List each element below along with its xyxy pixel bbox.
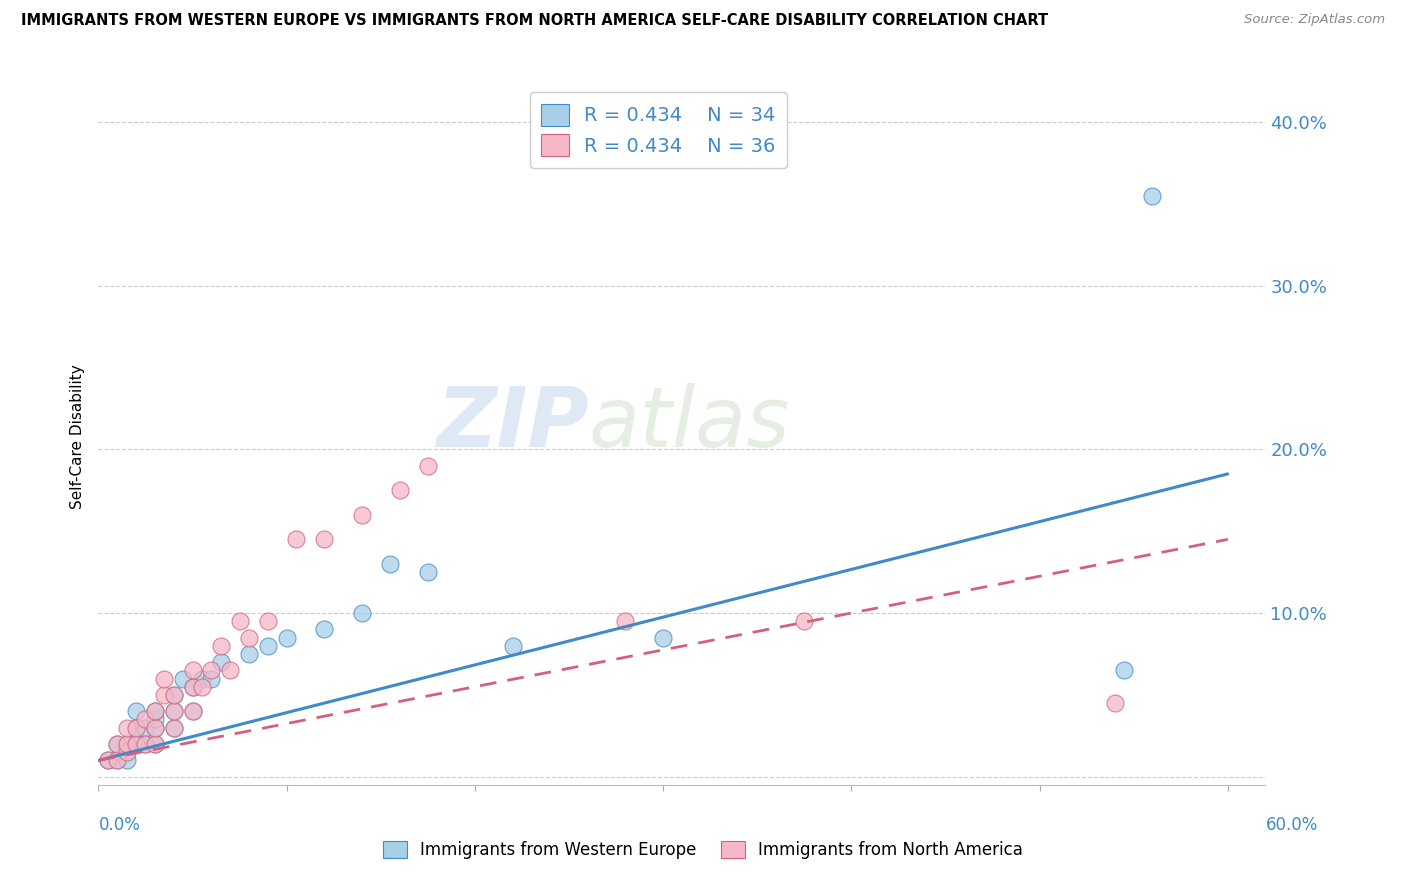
- Point: [97, 753, 120, 767]
- Point: [416, 458, 439, 473]
- Point: [143, 713, 166, 727]
- Point: [1114, 664, 1136, 678]
- Point: [209, 639, 232, 653]
- Point: [181, 680, 204, 694]
- Point: [350, 606, 373, 620]
- Point: [153, 672, 176, 686]
- Point: [191, 672, 214, 686]
- Point: [256, 614, 278, 628]
- Point: [219, 664, 242, 678]
- Point: [115, 737, 138, 751]
- Point: [181, 680, 204, 694]
- Point: [238, 631, 260, 645]
- Point: [115, 745, 138, 759]
- Point: [134, 721, 156, 735]
- Point: [125, 704, 148, 718]
- Point: [1104, 696, 1126, 710]
- Point: [115, 737, 138, 751]
- Point: [125, 737, 148, 751]
- Point: [163, 688, 186, 702]
- Point: [143, 704, 166, 718]
- Text: atlas: atlas: [589, 383, 790, 464]
- Point: [181, 704, 204, 718]
- Point: [143, 704, 166, 718]
- Point: [115, 721, 138, 735]
- Point: [105, 737, 128, 751]
- Point: [378, 557, 402, 571]
- Point: [153, 688, 176, 702]
- Point: [200, 672, 222, 686]
- Point: [143, 737, 166, 751]
- Point: [134, 713, 156, 727]
- Point: [105, 753, 128, 767]
- Point: [209, 655, 232, 669]
- Point: [614, 614, 637, 628]
- Point: [793, 614, 815, 628]
- Point: [125, 721, 148, 735]
- Point: [181, 664, 204, 678]
- Point: [143, 737, 166, 751]
- Point: [143, 721, 166, 735]
- Point: [105, 753, 128, 767]
- Point: [238, 647, 260, 661]
- Point: [134, 737, 156, 751]
- Point: [200, 664, 222, 678]
- Text: 60.0%: 60.0%: [1265, 816, 1317, 834]
- Point: [350, 508, 373, 522]
- Point: [134, 737, 156, 751]
- Text: ZIP: ZIP: [436, 383, 589, 464]
- Point: [97, 753, 120, 767]
- Text: 0.0%: 0.0%: [98, 816, 141, 834]
- Point: [105, 737, 128, 751]
- Point: [191, 680, 214, 694]
- Point: [172, 672, 194, 686]
- Point: [388, 483, 411, 498]
- Text: Source: ZipAtlas.com: Source: ZipAtlas.com: [1244, 13, 1385, 27]
- Point: [1142, 188, 1164, 202]
- Legend: R = 0.434    N = 34, R = 0.434    N = 36: R = 0.434 N = 34, R = 0.434 N = 36: [530, 92, 787, 168]
- Point: [163, 688, 186, 702]
- Point: [163, 704, 186, 718]
- Point: [125, 737, 148, 751]
- Point: [228, 614, 250, 628]
- Point: [163, 721, 186, 735]
- Point: [416, 565, 439, 579]
- Point: [285, 533, 308, 547]
- Point: [115, 753, 138, 767]
- Point: [163, 704, 186, 718]
- Point: [314, 623, 336, 637]
- Point: [143, 721, 166, 735]
- Legend: Immigrants from Western Europe, Immigrants from North America: Immigrants from Western Europe, Immigran…: [377, 834, 1029, 866]
- Point: [314, 533, 336, 547]
- Point: [125, 721, 148, 735]
- Y-axis label: Self-Care Disability: Self-Care Disability: [69, 365, 84, 509]
- Point: [256, 639, 278, 653]
- Point: [163, 721, 186, 735]
- Text: IMMIGRANTS FROM WESTERN EUROPE VS IMMIGRANTS FROM NORTH AMERICA SELF-CARE DISABI: IMMIGRANTS FROM WESTERN EUROPE VS IMMIGR…: [21, 13, 1049, 29]
- Point: [276, 631, 298, 645]
- Point: [181, 704, 204, 718]
- Point: [502, 639, 524, 653]
- Point: [652, 631, 675, 645]
